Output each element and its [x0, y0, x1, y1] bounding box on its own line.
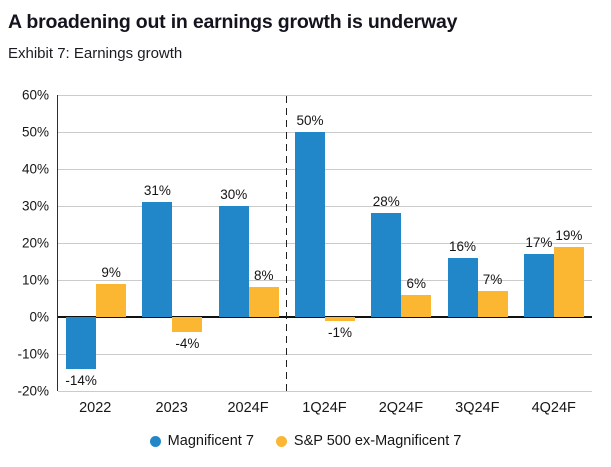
legend-item-s-p-500-ex-magnificent-7: S&P 500 ex-Magnificent 7 [275, 433, 462, 449]
bar-value-label: 17% [525, 235, 553, 251]
x-axis-labels: 2022 2023 2024F 1Q24F 2Q24F 3Q24F 4Q24F [57, 400, 592, 416]
y-tick-label: 60% [21, 87, 49, 103]
bar-magnificent-7-2022 [66, 317, 97, 369]
bar-value-label: -1% [327, 324, 352, 340]
bar-value-label: 7% [482, 272, 503, 288]
x-tick-label-2022: 2022 [79, 400, 112, 416]
page-title: A broadening out in earnings growth is u… [8, 11, 458, 33]
bar-magnificent-7-4q24f [523, 254, 554, 317]
bar-magnificent-7-3q24f [447, 257, 478, 317]
bar-s-p-500-ex-magnificent-7-2024f [248, 287, 279, 317]
bar-magnificent-7-2023 [142, 202, 173, 317]
bar-group-3q24f: 16% 7% [439, 95, 515, 391]
x-tick-label-2023: 2023 [155, 400, 188, 416]
legend-item-magnificent-7: Magnificent 7 [149, 433, 254, 449]
bar-value-label: 8% [253, 268, 274, 284]
bar-s-p-500-ex-magnificent-7-2q24f [401, 294, 432, 317]
gridline [58, 390, 592, 392]
bar-group-2024f: 30% 8% [211, 95, 287, 391]
y-tick-label: 50% [21, 124, 49, 140]
bar-groups: -14% 9% 31% -4% 30% 8% 50% -1% 28% 6% 16% 7% 17% 19% [58, 95, 592, 391]
y-tick-label: 30% [21, 198, 49, 214]
legend-dot-icon [149, 435, 161, 447]
gridline [58, 353, 592, 355]
bar-value-label: -14% [65, 372, 97, 388]
x-tick-label-2024f: 2024F [227, 400, 269, 416]
y-tick-label: 20% [21, 235, 49, 251]
bar-s-p-500-ex-magnificent-7-1q24f [324, 317, 355, 321]
bar-value-label: 50% [296, 113, 324, 128]
x-tick-label-2q24f: 2Q24F [378, 400, 424, 416]
gridline [58, 242, 592, 244]
bar-group-2023: 31% -4% [134, 95, 210, 391]
x-tick-label-1q24f: 1Q24F [302, 400, 347, 416]
bar-group-2q24f: 28% 6% [363, 95, 439, 391]
y-tick-label: -20% [17, 383, 49, 399]
bar-group-1q24f: 50% -1% [287, 95, 363, 391]
bar-s-p-500-ex-magnificent-7-2022 [96, 283, 127, 317]
x-tick-label-3q24f: 3Q24F [455, 400, 500, 416]
bar-value-label: 30% [220, 187, 248, 202]
gridline [58, 168, 592, 170]
bar-s-p-500-ex-magnificent-7-3q24f [477, 291, 508, 317]
legend: Magnificent 7 S&P 500 ex-Magnificent 7 [0, 433, 611, 449]
y-axis: 60% 50% 40% 30% 20% 10% 0% -10% -20% [0, 88, 49, 399]
bar-group-4q24f: 17% 19% [516, 95, 592, 391]
bar-value-label: 9% [101, 264, 121, 280]
gridline [58, 279, 592, 281]
y-tick-label: -10% [17, 346, 49, 362]
bar-magnificent-7-2024f [218, 206, 249, 317]
bar-s-p-500-ex-magnificent-7-2023 [172, 317, 203, 332]
gridline [58, 131, 592, 133]
plot-area: -14% 9% 31% -4% 30% 8% 50% -1% 28% 6% 16% 7% 17% 19% [57, 94, 592, 392]
y-tick-label: 10% [21, 272, 49, 288]
bar-value-label: 19% [555, 227, 583, 243]
legend-label: S&P 500 ex-Magnificent 7 [293, 433, 462, 449]
legend-label: Magnificent 7 [167, 433, 254, 449]
legend-dot-icon [275, 435, 287, 447]
bar-magnificent-7-1q24f [294, 132, 325, 317]
annual-quarterly-divider-line [285, 96, 288, 391]
bar-value-label: 16% [449, 238, 477, 254]
bar-magnificent-7-2q24f [371, 213, 402, 317]
bar-value-label: 28% [372, 194, 400, 210]
y-tick-label: 0% [29, 309, 49, 325]
gridline [58, 94, 592, 96]
bar-value-label: 31% [143, 183, 171, 199]
bar-value-label: 6% [406, 275, 427, 291]
y-tick-label: 40% [21, 161, 49, 177]
exhibit-label: Exhibit 7: Earnings growth [8, 45, 183, 62]
x-tick-label-4q24f: 4Q24F [531, 400, 576, 416]
bar-s-p-500-ex-magnificent-7-4q24f [553, 246, 584, 317]
gridline [58, 205, 592, 207]
bar-value-label: -4% [175, 335, 200, 351]
bar-group-2022: -14% 9% [58, 95, 134, 391]
